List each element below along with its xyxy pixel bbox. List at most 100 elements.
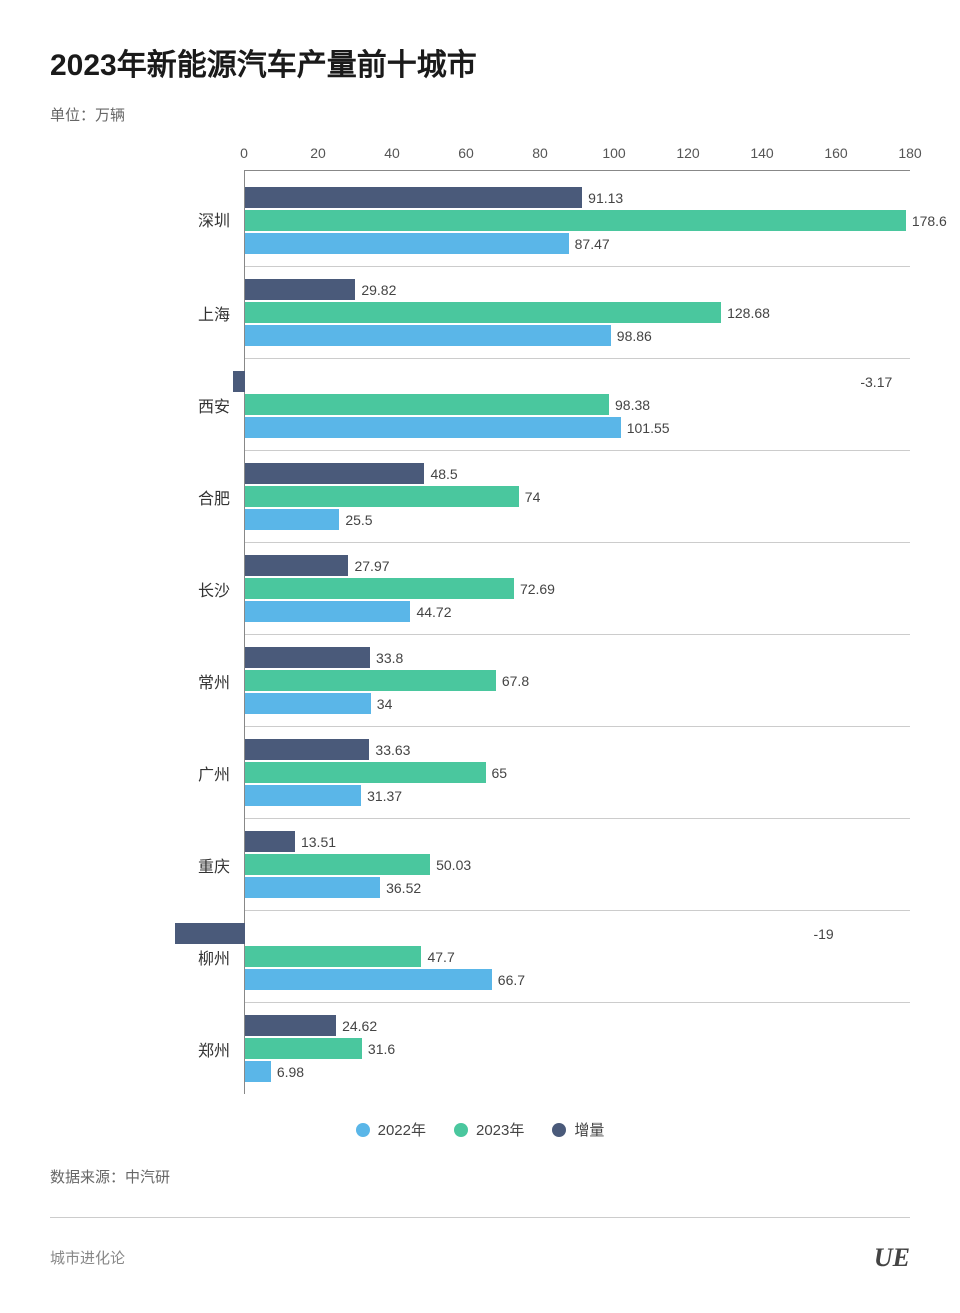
bar-value: 6.98 [277,1064,304,1080]
bar [245,670,496,691]
bar-value: 25.5 [345,512,372,528]
city-label: 柳州 [198,945,245,969]
bar-row: 47.7 [245,946,910,967]
legend-label: 增量 [574,1119,604,1140]
city-group: 合肥48.57425.5 [245,450,910,542]
bar-value: 36.52 [386,880,421,896]
bar-value: 31.6 [368,1041,395,1057]
bar [245,463,424,484]
bar [245,187,582,208]
bar-value: 91.13 [588,190,623,206]
bar-row: 87.47 [245,233,910,254]
bar-value: 48.5 [430,466,457,482]
bar-row: 72.69 [245,578,910,599]
bar-row: -19 [245,923,910,944]
data-source: 数据来源：中汽研 [50,1166,910,1187]
x-axis: 020406080100120140160180 [170,145,910,170]
bar-row: 101.55 [245,417,910,438]
bar [245,210,906,231]
bar-value: 66.7 [498,972,525,988]
bar-row: 67.8 [245,670,910,691]
bar-row: -3.17 [245,371,910,392]
city-group: 长沙27.9772.6944.72 [245,542,910,634]
bar-row: 25.5 [245,509,910,530]
bar [245,1038,362,1059]
bar [245,509,339,530]
chart: 020406080100120140160180 深圳91.13178.687.… [50,145,910,1141]
bar-value: 98.86 [617,328,652,344]
bar [245,831,295,852]
bar-row: 33.8 [245,647,910,668]
bar [175,923,245,944]
bar-row: 178.6 [245,210,910,231]
city-label: 常州 [198,669,245,693]
bar-row: 34 [245,693,910,714]
bar-value: 27.97 [354,558,389,574]
bar [245,969,492,990]
bar [245,854,430,875]
footer-brand: 城市进化论 [50,1247,125,1268]
bar [245,486,519,507]
bar-value: 29.82 [361,282,396,298]
bar [245,279,355,300]
legend-swatch [454,1123,468,1137]
city-label: 郑州 [198,1037,245,1061]
x-tick: 180 [898,145,921,161]
bar [245,785,361,806]
bar-row: 65 [245,762,910,783]
legend-swatch [552,1123,566,1137]
bar-row: 33.63 [245,739,910,760]
city-group: 上海29.82128.6898.86 [245,266,910,358]
city-group: 柳州-1947.766.7 [245,910,910,1002]
bar [245,578,514,599]
legend-label: 2022年 [378,1119,426,1140]
bar [245,739,369,760]
bar-row: 13.51 [245,831,910,852]
city-label: 合肥 [198,485,245,509]
source-label: 数据来源： [50,1169,125,1186]
x-tick: 160 [824,145,847,161]
bar-row: 27.97 [245,555,910,576]
x-tick: 100 [602,145,625,161]
bar-value: -19 [813,926,833,942]
bar-row: 74 [245,486,910,507]
legend-item: 2023年 [454,1119,524,1140]
city-label: 深圳 [198,207,245,231]
bar [245,647,370,668]
bar-value: 31.37 [367,788,402,804]
x-tick: 40 [384,145,400,161]
bar-row: 128.68 [245,302,910,323]
legend: 2022年 2023年 增量 [50,1119,910,1141]
bar-value: 74 [525,489,541,505]
footer: 城市进化论 UE [50,1217,910,1273]
bar-row: 98.38 [245,394,910,415]
bar-row: 31.37 [245,785,910,806]
city-group: 郑州24.6231.66.98 [245,1002,910,1094]
x-tick: 120 [676,145,699,161]
bar-row: 66.7 [245,969,910,990]
bar-value: 50.03 [436,857,471,873]
bar-value: 87.47 [575,236,610,252]
legend-label: 2023年 [476,1119,524,1140]
bar-row: 36.52 [245,877,910,898]
bar [245,762,486,783]
bar-value: 72.69 [520,581,555,597]
bar-row: 29.82 [245,279,910,300]
city-group: 重庆13.5150.0336.52 [245,818,910,910]
bar-value: 67.8 [502,673,529,689]
bar-row: 31.6 [245,1038,910,1059]
bar-row: 6.98 [245,1061,910,1082]
bar [245,417,621,438]
bar-value: 44.72 [416,604,451,620]
city-label: 长沙 [198,577,245,601]
bar-value: 24.62 [342,1018,377,1034]
bar [245,1015,336,1036]
bar-value: 33.8 [376,650,403,666]
bar [245,325,611,346]
bar-value: 178.6 [912,213,947,229]
legend-item: 增量 [552,1119,604,1140]
x-tick: 140 [750,145,773,161]
plot-area: 深圳91.13178.687.47上海29.82128.6898.86西安-3.… [244,170,910,1094]
bar [245,601,410,622]
chart-unit: 单位：万辆 [50,104,910,125]
